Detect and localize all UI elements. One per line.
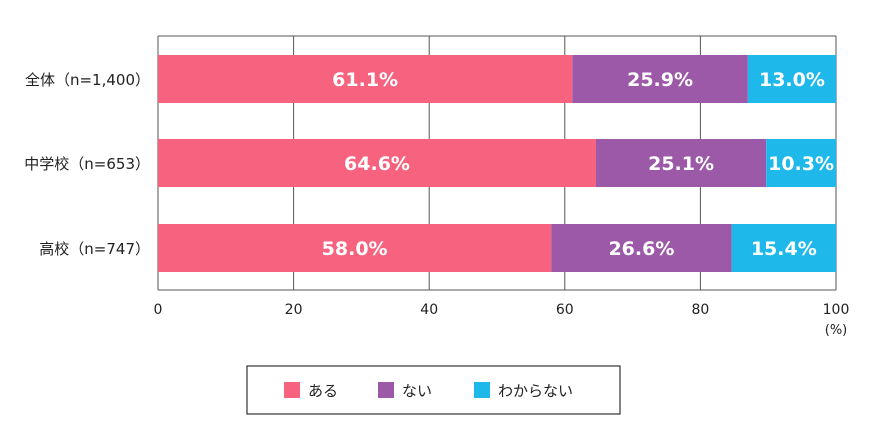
bar-2-2 bbox=[731, 224, 836, 272]
data-label-0-2: 13.0% bbox=[759, 69, 825, 91]
x-tick-label-100: 100 bbox=[823, 302, 850, 318]
bar-1-0 bbox=[158, 139, 596, 187]
bar-0-2 bbox=[747, 55, 836, 103]
legend-label-0: ある bbox=[308, 382, 338, 400]
legend-swatch-1 bbox=[378, 382, 394, 398]
x-tick-label-20: 20 bbox=[285, 302, 303, 318]
x-tick-label-40: 40 bbox=[420, 302, 438, 318]
bar-0-1 bbox=[572, 55, 748, 103]
category-labels: 全体（n=1,400） 中学校（n=653） 高校（n=747） bbox=[24, 71, 150, 258]
data-label-1-1: 25.1% bbox=[648, 153, 714, 175]
data-label-2-1: 26.6% bbox=[608, 238, 674, 260]
x-tick-label-80: 80 bbox=[691, 302, 709, 318]
x-tick-label-60: 60 bbox=[556, 302, 574, 318]
legend-box bbox=[246, 365, 621, 415]
category-label-0: 全体（n=1,400） bbox=[25, 71, 150, 89]
x-tick-label-0: 0 bbox=[154, 302, 163, 318]
legend-swatch-0 bbox=[284, 382, 300, 398]
data-label-2-0: 58.0% bbox=[322, 238, 388, 260]
bar-2-1 bbox=[551, 224, 732, 272]
legend-label-1: ない bbox=[402, 382, 432, 400]
bar-0-0 bbox=[158, 55, 573, 103]
category-label-2: 高校（n=747） bbox=[39, 240, 150, 258]
data-label-1-0: 64.6% bbox=[344, 153, 410, 175]
legend-swatch-2 bbox=[474, 382, 490, 398]
bar-1-1 bbox=[595, 139, 767, 187]
data-label-0-1: 25.9% bbox=[627, 69, 693, 91]
x-axis-tick-labels: 0 20 40 60 80 100 bbox=[154, 302, 850, 318]
data-label-2-2: 15.4% bbox=[751, 238, 817, 260]
x-axis-unit-label: (%) bbox=[825, 323, 848, 338]
legend-label-2: わからない bbox=[498, 382, 573, 400]
bar-2-0 bbox=[158, 224, 552, 272]
data-label-1-2: 10.3% bbox=[768, 153, 834, 175]
legend: ある ない わからない bbox=[246, 365, 621, 415]
data-label-0-0: 61.1% bbox=[332, 69, 398, 91]
category-label-1: 中学校（n=653） bbox=[24, 155, 150, 173]
bars: 61.1% 25.9% 13.0% 64.6% 25.1% 10.3% 58.0% 26.6%… bbox=[158, 55, 836, 272]
bar-1-2 bbox=[766, 139, 836, 187]
